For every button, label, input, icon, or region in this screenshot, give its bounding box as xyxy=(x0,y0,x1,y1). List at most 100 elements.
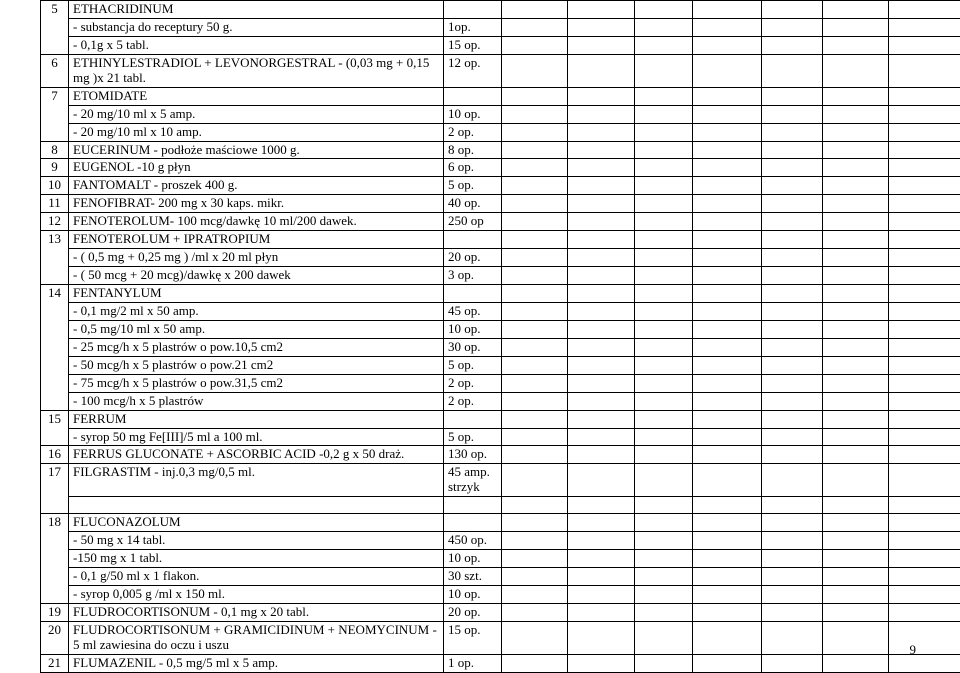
row-quantity: 10 op. xyxy=(444,105,502,123)
row-description: FLUDROCORTISONUM - 0,1 mg x 20 tabl. xyxy=(69,603,444,621)
blank-cell xyxy=(693,159,762,177)
row-description: ETHINYLESTRADIOL + LEVONORGESTRAL - (0,0… xyxy=(69,54,444,87)
blank-cell xyxy=(889,87,960,105)
blank-cell xyxy=(635,514,693,532)
blank-cell xyxy=(635,410,693,428)
row-quantity: 20 op. xyxy=(444,603,502,621)
table-row: 5ETHACRIDINUM xyxy=(41,1,960,19)
blank-cell xyxy=(889,18,960,36)
blank-cell xyxy=(693,36,762,54)
blank-cell xyxy=(762,141,823,159)
row-quantity: 30 szt. xyxy=(444,568,502,586)
blank-cell xyxy=(889,374,960,392)
blank-cell xyxy=(635,338,693,356)
row-description: FLUDROCORTISONUM + GRAMICIDINUM + NEOMYC… xyxy=(69,621,444,654)
table-row: 18FLUCONAZOLUM xyxy=(41,514,960,532)
blank-cell xyxy=(568,621,635,654)
row-description: - 100 mcg/h x 5 plastrów xyxy=(69,392,444,410)
blank-cell xyxy=(502,123,568,141)
blank-cell xyxy=(693,603,762,621)
row-description: FENOTEROLUM + IPRATROPIUM xyxy=(69,231,444,249)
blank-cell xyxy=(762,392,823,410)
row-index: 9 xyxy=(41,159,69,177)
row-quantity: 1 op. xyxy=(444,654,502,672)
row-quantity: 45 amp. strzyk xyxy=(444,464,502,497)
blank-cell xyxy=(502,36,568,54)
row-index: 13 xyxy=(41,231,69,285)
table-row: - 0,1g x 5 tabl.15 op. xyxy=(41,36,960,54)
blank-cell xyxy=(568,428,635,446)
blank-cell xyxy=(693,532,762,550)
blank-cell xyxy=(762,267,823,285)
table-row: 13FENOTEROLUM + IPRATROPIUM xyxy=(41,231,960,249)
blank-cell xyxy=(762,550,823,568)
blank-cell xyxy=(823,603,889,621)
blank-cell xyxy=(502,550,568,568)
row-quantity: 250 op xyxy=(444,213,502,231)
blank-cell xyxy=(635,87,693,105)
blank-cell xyxy=(568,195,635,213)
row-index: 19 xyxy=(41,603,69,621)
blank-cell xyxy=(762,177,823,195)
blank-cell xyxy=(635,568,693,586)
table-row: -150 mg x 1 tabl.10 op. xyxy=(41,550,960,568)
blank-cell xyxy=(693,446,762,464)
blank-cell xyxy=(568,320,635,338)
blank-cell xyxy=(568,446,635,464)
blank-cell xyxy=(762,231,823,249)
blank-cell xyxy=(502,302,568,320)
blank-cell xyxy=(635,36,693,54)
blank-cell xyxy=(693,1,762,19)
row-index: 20 xyxy=(41,621,69,654)
medication-table: 5ETHACRIDINUM- substancja do receptury 5… xyxy=(40,0,960,673)
blank-cell xyxy=(635,159,693,177)
blank-cell xyxy=(762,18,823,36)
blank-cell xyxy=(568,1,635,19)
blank-cell xyxy=(889,338,960,356)
blank-cell xyxy=(693,356,762,374)
blank-cell xyxy=(502,141,568,159)
blank-cell xyxy=(693,338,762,356)
blank-cell xyxy=(693,621,762,654)
blank-cell xyxy=(762,621,823,654)
blank-cell xyxy=(502,428,568,446)
row-description: EUGENOL -10 g płyn xyxy=(69,159,444,177)
blank-cell xyxy=(823,123,889,141)
row-description: FENOFIBRAT- 200 mg x 30 kaps. mikr. xyxy=(69,195,444,213)
row-description: FILGRASTIM - inj.0,3 mg/0,5 ml. xyxy=(69,464,444,497)
blank-cell xyxy=(889,302,960,320)
blank-cell xyxy=(762,428,823,446)
row-quantity: 20 op. xyxy=(444,249,502,267)
blank-cell xyxy=(762,374,823,392)
blank-cell xyxy=(568,54,635,87)
blank-cell xyxy=(568,410,635,428)
blank-cell xyxy=(762,446,823,464)
blank-cell xyxy=(889,464,960,497)
row-index: 11 xyxy=(41,195,69,213)
blank-cell xyxy=(502,159,568,177)
row-quantity xyxy=(444,1,502,19)
blank-cell xyxy=(823,392,889,410)
row-description: EUCERINUM - podłoże maściowe 1000 g. xyxy=(69,141,444,159)
table-row: 9EUGENOL -10 g płyn6 op. xyxy=(41,159,960,177)
blank-cell xyxy=(693,285,762,303)
row-index: 10 xyxy=(41,177,69,195)
table-row: - 20 mg/10 ml x 10 amp.2 op. xyxy=(41,123,960,141)
blank-cell xyxy=(762,654,823,672)
blank-cell xyxy=(889,497,960,514)
blank-cell xyxy=(693,105,762,123)
table-row: - 50 mg x 14 tabl.450 op. xyxy=(41,532,960,550)
blank-cell xyxy=(823,410,889,428)
blank-cell xyxy=(823,532,889,550)
blank-cell xyxy=(502,654,568,672)
blank-cell xyxy=(823,374,889,392)
row-quantity: 5 op. xyxy=(444,177,502,195)
row-quantity: 130 op. xyxy=(444,446,502,464)
blank-cell xyxy=(823,267,889,285)
blank-cell xyxy=(889,428,960,446)
blank-cell xyxy=(693,514,762,532)
blank-cell xyxy=(568,87,635,105)
row-index: 17 xyxy=(41,464,69,514)
blank-cell xyxy=(762,159,823,177)
row-description: - 0,1 mg/2 ml x 50 amp. xyxy=(69,302,444,320)
